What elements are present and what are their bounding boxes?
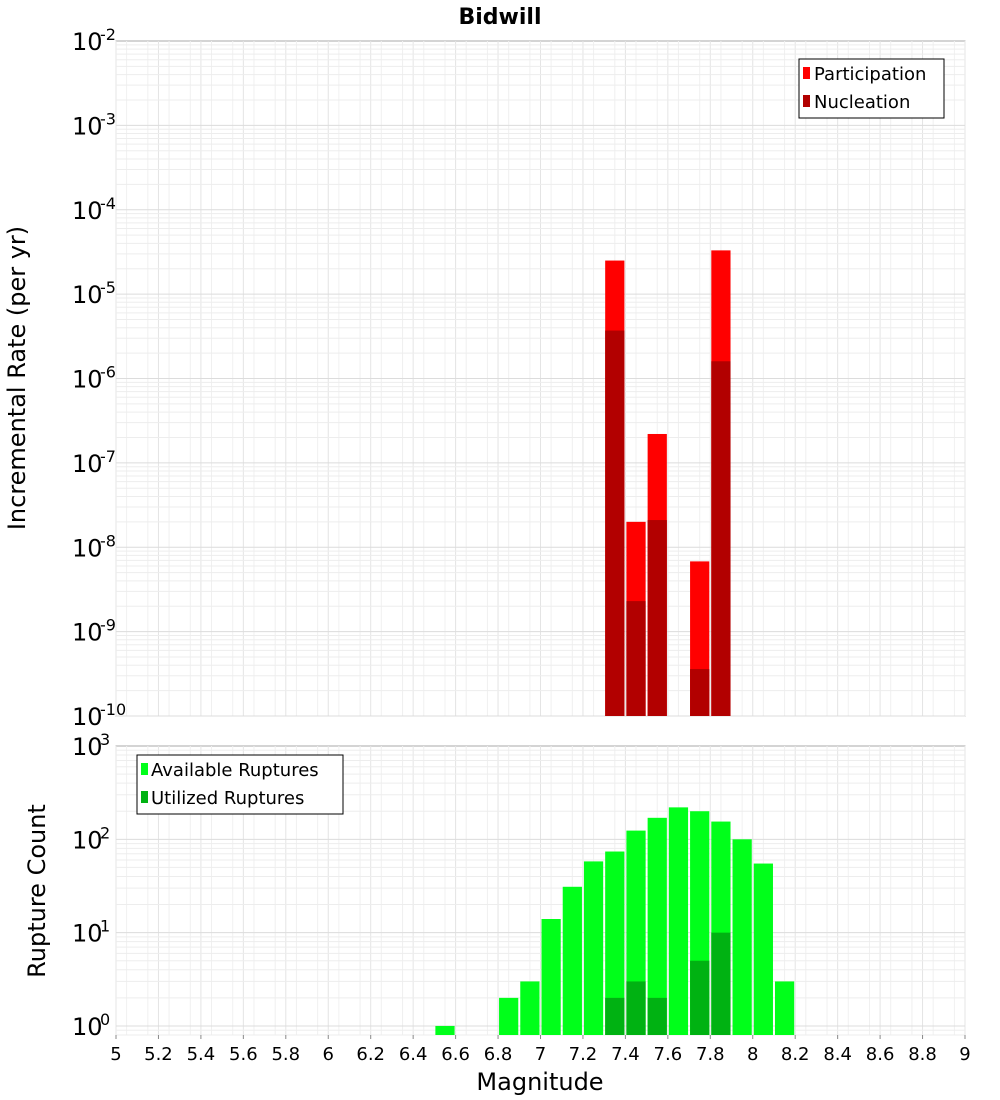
y-tick-label: 10	[72, 112, 103, 140]
bottom-available-ruptures-bar	[605, 851, 625, 1035]
x-tick-label: 5	[110, 1044, 121, 1065]
y-tick-exponent: -2	[100, 25, 116, 44]
y-tick-exponent: -4	[100, 194, 116, 213]
top-y-axis-label: Incremental Rate (per yr)	[3, 226, 31, 530]
top-gridlines	[115, 41, 966, 717]
legend-label-available: Available Ruptures	[151, 760, 319, 781]
bottom-available-ruptures-bar	[668, 807, 689, 1035]
x-tick-label: 6.4	[399, 1044, 428, 1065]
legend-swatch-nucleation	[803, 95, 810, 107]
x-tick-label: 6.6	[441, 1044, 470, 1065]
y-tick-exponent: 0	[100, 1010, 110, 1029]
x-tick-label: 7.8	[696, 1044, 725, 1065]
x-tick-label: 7.6	[654, 1044, 683, 1065]
x-tick-label: 8.8	[908, 1044, 937, 1065]
top-nucleation-bar	[690, 669, 710, 716]
bottom-available-ruptures-bar	[647, 817, 667, 1035]
y-tick-exponent: -7	[100, 447, 116, 466]
x-tick-label: 5.6	[229, 1044, 258, 1065]
x-ticks: 5 5.2 5.4 5.6 5.8 6 6.2 6.4 6.6 6.8 7 7.2 7.4 7.6 7.8 8…	[110, 1035, 971, 1065]
y-tick-exponent: -6	[100, 363, 116, 382]
x-tick-label: 6.2	[356, 1044, 385, 1065]
top-y-ticks: 10-210-310-410-510-610-710-810-910-10	[72, 25, 126, 731]
x-tick-label: 8.6	[866, 1044, 895, 1065]
y-tick-exponent: -10	[100, 700, 126, 719]
top-legend: Participation Nucleation	[798, 58, 945, 119]
bottom-utilized-ruptures-bar	[647, 997, 667, 1035]
y-tick-label: 10	[72, 1013, 103, 1041]
bottom-utilized-ruptures-bar	[626, 981, 646, 1035]
bottom-bars	[435, 807, 795, 1035]
bottom-available-ruptures-bar	[562, 886, 582, 1035]
bottom-utilized-ruptures-bar	[605, 997, 625, 1035]
x-tick-label: 8	[747, 1044, 758, 1065]
y-tick-exponent: 2	[100, 823, 110, 842]
y-tick-exponent: 1	[100, 917, 110, 936]
bottom-available-ruptures-bar	[774, 981, 795, 1035]
y-tick-label: 10	[72, 534, 103, 562]
bottom-available-ruptures-bar	[520, 981, 540, 1035]
top-nucleation-bar	[626, 601, 646, 716]
bottom-available-ruptures-bar	[541, 919, 561, 1035]
y-tick-label: 10	[72, 619, 103, 647]
top-nucleation-bar	[647, 520, 667, 716]
x-tick-label: 5.8	[271, 1044, 300, 1065]
bottom-legend: Available Ruptures Utilized Ruptures	[136, 754, 344, 815]
x-tick-label: 6	[323, 1044, 334, 1065]
bottom-utilized-ruptures-bar	[711, 932, 731, 1035]
bottom-available-ruptures-bar	[583, 861, 604, 1035]
legend-swatch-utilized	[141, 791, 148, 803]
y-tick-label: 10	[72, 920, 103, 948]
y-tick-exponent: 3	[100, 730, 110, 749]
y-tick-label: 10	[72, 703, 103, 731]
x-tick-label: 6.8	[484, 1044, 513, 1065]
legend-label-nucleation: Nucleation	[814, 92, 910, 113]
x-tick-label: 5.4	[187, 1044, 216, 1065]
top-legend-box	[798, 58, 945, 119]
top-bars	[605, 250, 731, 717]
bottom-legend-box	[136, 754, 344, 815]
y-tick-exponent: -9	[100, 616, 116, 635]
y-tick-label: 10	[72, 197, 103, 225]
x-tick-label: 7.2	[569, 1044, 598, 1065]
legend-swatch-participation	[803, 67, 810, 79]
y-tick-label: 10	[72, 366, 103, 394]
legend-swatch-available	[141, 763, 148, 775]
bottom-available-ruptures-bar	[732, 839, 752, 1035]
bottom-available-ruptures-bar	[499, 997, 519, 1035]
bottom-y-axis-label: Rupture Count	[23, 804, 51, 978]
y-tick-exponent: -3	[100, 109, 116, 128]
x-tick-label: 7.4	[611, 1044, 640, 1065]
bottom-utilized-ruptures-bar	[690, 960, 710, 1035]
top-nucleation-bar	[605, 330, 625, 716]
y-tick-label: 10	[72, 450, 103, 478]
x-tick-label: 7	[535, 1044, 546, 1065]
y-tick-label: 10	[72, 28, 103, 56]
bottom-available-ruptures-bar	[435, 1025, 455, 1035]
legend-label-utilized: Utilized Ruptures	[151, 788, 304, 809]
x-tick-label: 5.2	[144, 1044, 173, 1065]
top-panel: 10-210-310-410-510-610-710-810-910-10 In…	[3, 25, 966, 731]
x-tick-label: 8.2	[781, 1044, 810, 1065]
x-tick-label: 8.4	[823, 1044, 852, 1065]
x-axis-label: Magnitude	[476, 1068, 603, 1096]
x-tick-label: 9	[959, 1044, 970, 1065]
y-tick-exponent: -8	[100, 531, 116, 550]
chart-title: Bidwill	[458, 5, 541, 30]
y-tick-exponent: -5	[100, 278, 116, 297]
top-nucleation-bar	[711, 361, 731, 716]
y-tick-label: 10	[72, 826, 103, 854]
bottom-available-ruptures-bar	[753, 863, 773, 1035]
y-tick-label: 10	[72, 733, 103, 761]
y-tick-label: 10	[72, 281, 103, 309]
legend-label-participation: Participation	[814, 64, 926, 85]
